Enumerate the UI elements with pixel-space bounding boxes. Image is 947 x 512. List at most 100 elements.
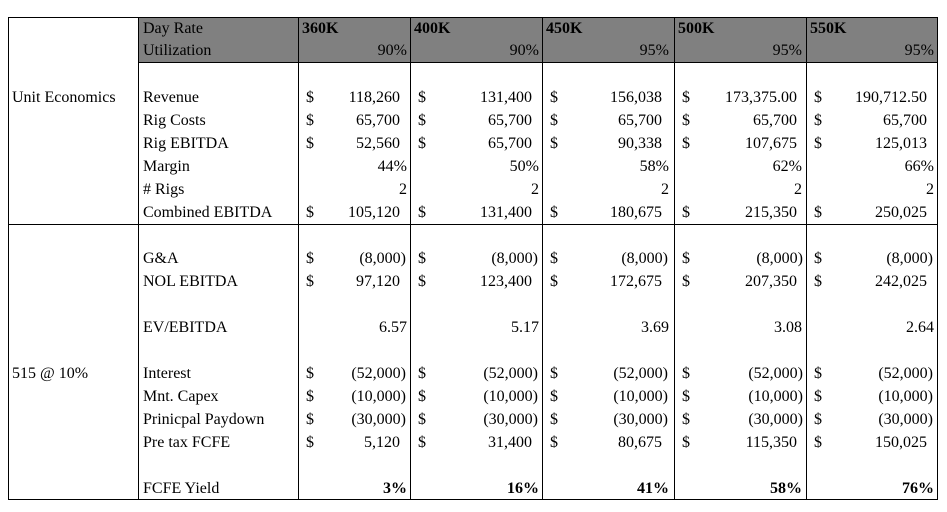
cell-margin-col4: 62% — [772, 158, 802, 175]
col-divider-360k — [298, 17, 299, 500]
currency-symbol: $ — [550, 135, 558, 152]
cell-mnt-capex-col1: (10,000) — [351, 388, 406, 405]
border-top — [8, 17, 938, 18]
rate-header-550k: 550K — [810, 20, 847, 37]
row-label-nol-ebitda: NOL EBITDA — [143, 273, 238, 290]
header-divider — [139, 62, 937, 63]
currency-symbol: $ — [814, 250, 822, 267]
currency-symbol: $ — [550, 204, 558, 221]
currency-symbol: $ — [814, 135, 822, 152]
currency-symbol: $ — [306, 273, 314, 290]
currency-symbol: $ — [682, 135, 690, 152]
currency-symbol: $ — [418, 112, 426, 129]
day-rate-label: Day Rate — [143, 20, 203, 37]
cell-ev-ebitda-col3: 3.69 — [641, 319, 669, 336]
cell-mnt-capex-col2: (10,000) — [483, 388, 538, 405]
currency-symbol: $ — [306, 135, 314, 152]
border-left — [8, 17, 9, 500]
col-divider-550k — [806, 17, 807, 500]
cell-pre-tax-fcfe-col4: 115,350 — [745, 434, 797, 451]
cell-pre-tax-fcfe-col1: 5,120 — [364, 434, 400, 451]
section-divider — [8, 224, 938, 225]
cell-rig-costs-col2: 65,700 — [488, 112, 532, 129]
cell-mnt-capex-col3: (10,000) — [613, 388, 668, 405]
cell-rig-ebitda-col2: 65,700 — [488, 135, 532, 152]
row-label-mnt-capex: Mnt. Capex — [143, 388, 219, 405]
cell-combined-ebitda-col4: 215,350 — [745, 204, 797, 221]
cell-interest-col2: (52,000) — [483, 365, 538, 382]
section-label-debt: 515 @ 10% — [12, 365, 89, 382]
cell-mnt-capex-col5: (10,000) — [878, 388, 933, 405]
currency-symbol: $ — [550, 365, 558, 382]
cell-combined-ebitda-col3: 180,675 — [610, 204, 662, 221]
cell-rigs-col2: 2 — [531, 181, 539, 198]
currency-symbol: $ — [682, 273, 690, 290]
cell-rig-ebitda-col3: 90,338 — [618, 135, 662, 152]
currency-symbol: $ — [814, 365, 822, 382]
row-label-g-a: G&A — [143, 250, 179, 267]
currency-symbol: $ — [814, 112, 822, 129]
row-label-interest: Interest — [143, 365, 191, 382]
cell-nol-ebitda-col1: 97,120 — [356, 273, 400, 290]
currency-symbol: $ — [682, 250, 690, 267]
cell-prinicpal-paydown-col3: (30,000) — [613, 411, 668, 428]
cell-fcfe-yield-col5: 76% — [902, 480, 934, 497]
cell-prinicpal-paydown-col2: (30,000) — [483, 411, 538, 428]
cell-mnt-capex-col4: (10,000) — [748, 388, 803, 405]
currency-symbol: $ — [306, 204, 314, 221]
currency-symbol: $ — [418, 204, 426, 221]
currency-symbol: $ — [682, 112, 690, 129]
currency-symbol: $ — [550, 250, 558, 267]
currency-symbol: $ — [306, 89, 314, 106]
utilization-400k: 90% — [509, 42, 539, 59]
cell-revenue-col2: 131,400 — [480, 89, 532, 106]
cell-pre-tax-fcfe-col2: 31,400 — [488, 434, 532, 451]
cell-g-a-col1: (8,000) — [359, 250, 406, 267]
cell-fcfe-yield-col3: 41% — [637, 480, 669, 497]
section-label-unit-economics: Unit Economics — [12, 89, 116, 106]
currency-symbol: $ — [682, 89, 690, 106]
cell-rig-costs-col1: 65,700 — [356, 112, 400, 129]
currency-symbol: $ — [418, 434, 426, 451]
currency-symbol: $ — [306, 411, 314, 428]
currency-symbol: $ — [682, 388, 690, 405]
currency-symbol: $ — [306, 434, 314, 451]
cell-interest-col5: (52,000) — [878, 365, 933, 382]
currency-symbol: $ — [306, 388, 314, 405]
cell-prinicpal-paydown-col4: (30,000) — [748, 411, 803, 428]
cell-rig-costs-col4: 65,700 — [753, 112, 797, 129]
cell-interest-col1: (52,000) — [351, 365, 406, 382]
currency-symbol: $ — [550, 273, 558, 290]
row-label-rig-costs: Rig Costs — [143, 112, 206, 129]
currency-symbol: $ — [682, 434, 690, 451]
cell-g-a-col5: (8,000) — [886, 250, 933, 267]
row-label-revenue: Revenue — [143, 89, 199, 106]
row-label-rig-ebitda: Rig EBITDA — [143, 135, 229, 152]
cell-margin-col3: 58% — [639, 158, 669, 175]
utilization-360k: 90% — [377, 42, 407, 59]
currency-symbol: $ — [418, 365, 426, 382]
cell-rig-ebitda-col4: 107,675 — [745, 135, 797, 152]
cell-rigs-col1: 2 — [399, 181, 407, 198]
currency-symbol: $ — [682, 365, 690, 382]
cell-rigs-col5: 2 — [926, 181, 934, 198]
currency-symbol: $ — [814, 388, 822, 405]
utilization-550k: 95% — [904, 42, 934, 59]
cell-combined-ebitda-col2: 131,400 — [480, 204, 532, 221]
cell-combined-ebitda-col1: 105,120 — [348, 204, 400, 221]
cell-fcfe-yield-col1: 3% — [383, 480, 407, 497]
currency-symbol: $ — [550, 112, 558, 129]
rate-header-400k: 400K — [414, 20, 451, 37]
cell-nol-ebitda-col5: 242,025 — [875, 273, 927, 290]
currency-symbol: $ — [550, 434, 558, 451]
cell-pre-tax-fcfe-col5: 150,025 — [875, 434, 927, 451]
currency-symbol: $ — [814, 434, 822, 451]
col-divider-400k — [410, 17, 411, 500]
currency-symbol: $ — [682, 204, 690, 221]
currency-symbol: $ — [550, 89, 558, 106]
cell-revenue-col3: 156,038 — [610, 89, 662, 106]
cell-nol-ebitda-col2: 123,400 — [480, 273, 532, 290]
currency-symbol: $ — [306, 112, 314, 129]
cell-rig-costs-col5: 65,700 — [883, 112, 927, 129]
